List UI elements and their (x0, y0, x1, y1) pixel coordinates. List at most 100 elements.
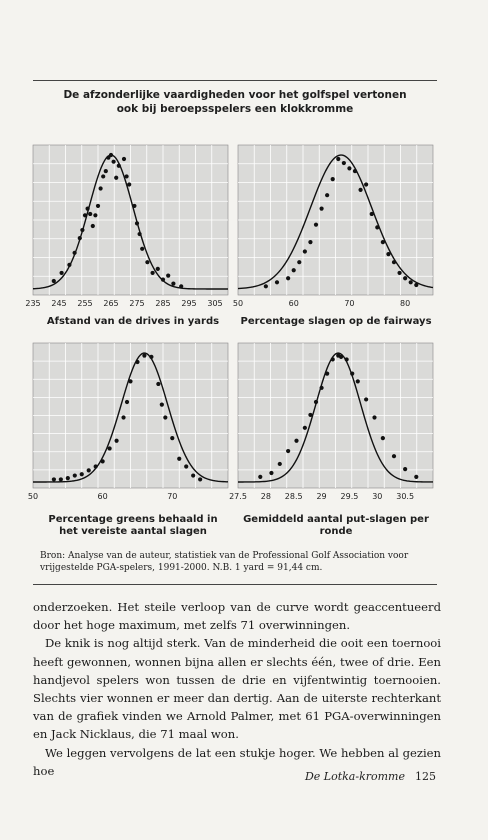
chart-1-point (127, 182, 132, 187)
chart-2-point (302, 249, 307, 254)
chart-1-point (137, 231, 142, 237)
chart-4-tick-label: 28.5 (285, 492, 303, 501)
figure-title: De afzonderlijke vaardigheden voor het g… (40, 88, 430, 116)
chart-3-point (51, 477, 56, 482)
chart-2-point (274, 280, 280, 285)
chart-1-point (82, 213, 88, 218)
chart-1-tick-label: 275 (129, 299, 144, 308)
chart-4-tick-label: 28 (261, 492, 271, 501)
chart-3-point (93, 464, 98, 469)
chart-4-point (344, 357, 349, 362)
chart-4-curve (238, 352, 433, 483)
chart-1-point (121, 156, 127, 162)
chart-1-point (111, 159, 116, 164)
chart-4-point (325, 371, 330, 376)
chart-4-point (302, 425, 307, 430)
paragraph-2: De knik is nog altijd sterk. Van de mind… (33, 636, 441, 742)
chart-1-point (132, 203, 137, 209)
chart-1-xlabel: Afstand van de drives in yards (46, 316, 220, 327)
chart-3-point (156, 381, 161, 387)
chart-3-point (65, 476, 70, 481)
chart-4-point (277, 461, 282, 467)
chart-2-point (286, 276, 291, 281)
chart-grid: 235 245 255 265 275 285 295 305 50 60 70 80 50 60 70 27… (25, 144, 434, 501)
chart-3-point (198, 477, 203, 482)
chart-3-point (163, 415, 168, 420)
chart-1-curve (32, 154, 228, 290)
chart-1-tick-label: 245 (51, 299, 66, 308)
chart-2-point (397, 270, 402, 276)
chart-2-tick-label: 70 (344, 299, 354, 308)
chart-2-point (330, 177, 335, 182)
chart-2-point (341, 160, 346, 166)
chart-4-xlabel: Gemiddeld aantal put-slagen per ronde (243, 514, 429, 537)
chart-3-tick-label: 60 (98, 492, 108, 501)
chart-4-point (350, 371, 355, 376)
chart-4-tick-label: 30.5 (396, 492, 414, 501)
chart-2-point (408, 280, 413, 285)
figure-caption: Bron: Analyse van de auteur, statistiek … (40, 551, 409, 573)
chart-4-point (364, 397, 369, 402)
chart-3-point (72, 473, 77, 478)
chart-3-curve (33, 352, 229, 483)
chart-4-point (330, 357, 335, 362)
chart-2-point (403, 276, 408, 281)
chart-2-point (364, 182, 369, 187)
top-rule (33, 80, 437, 81)
chart-1-point (90, 223, 95, 229)
chart-4-point (380, 436, 385, 441)
chart-1-point (108, 152, 114, 158)
chart-4-point (313, 399, 319, 405)
chart-2-point (386, 252, 391, 257)
chart-3-point (114, 438, 119, 443)
chart-3-point (184, 464, 189, 469)
page-footer: De Lotka-kromme 125 (305, 770, 436, 783)
chart-3-point (191, 473, 196, 478)
chart-1-point (150, 270, 155, 276)
chart-3-point (58, 477, 63, 482)
chart-2-tick-label: 50 (233, 299, 243, 308)
chart-1-point (59, 270, 64, 276)
body-text: onderzoeken. Het steile verloop van de c… (33, 598, 441, 780)
chart-3-tick-label: 70 (167, 492, 177, 501)
chart-4-point (258, 474, 263, 479)
chart-2-tick-label: 60 (289, 299, 299, 308)
figure-title-line-1: De afzonderlijke vaardigheden voor het g… (63, 89, 407, 101)
chart-2-point (313, 222, 319, 227)
chart-1-point (134, 221, 140, 226)
chart-2-point (369, 211, 374, 217)
chart-1-point (140, 246, 145, 251)
chart-3-point (79, 472, 84, 477)
chart-1-tick-label: 235 (25, 299, 40, 308)
chart-4-point (391, 454, 397, 459)
chart-1-point (103, 168, 108, 174)
chart-1-point (166, 273, 171, 278)
chart-1-point (80, 227, 85, 233)
chart-4-tick-label: 29 (316, 492, 326, 501)
chart-1-point (98, 186, 103, 191)
chart-1-point (106, 155, 111, 160)
chart-4-point (414, 474, 419, 479)
chart-3-point (100, 459, 105, 464)
chart-2-point (336, 156, 341, 162)
chart-4-tick-label: 29.5 (341, 492, 359, 501)
chart-1-point (114, 175, 119, 180)
chart-1-tick-label: 285 (155, 299, 170, 308)
chart-3-point (177, 456, 182, 461)
chart-1-tick-label: 305 (207, 299, 222, 308)
chart-4-tick-label: 27.5 (229, 492, 247, 501)
chart-2-point (325, 193, 330, 198)
chart-3-point (170, 436, 175, 441)
chart-2-xlabel: Percentage slagen op de fairways (240, 316, 432, 327)
chart-1-point (93, 213, 98, 218)
chart-1-point (67, 262, 72, 267)
chart-3-point (124, 399, 130, 405)
paragraph-1: onderzoeken. Het steile verloop van de c… (33, 600, 441, 633)
chart-2-point (352, 168, 358, 174)
chart-1-point (85, 206, 90, 211)
chart-1-tick-label: 295 (181, 299, 196, 308)
chart-2-point (319, 206, 324, 211)
chart-4-point (269, 470, 274, 476)
chart-1-point (116, 163, 121, 168)
chart-1-point (51, 278, 56, 284)
